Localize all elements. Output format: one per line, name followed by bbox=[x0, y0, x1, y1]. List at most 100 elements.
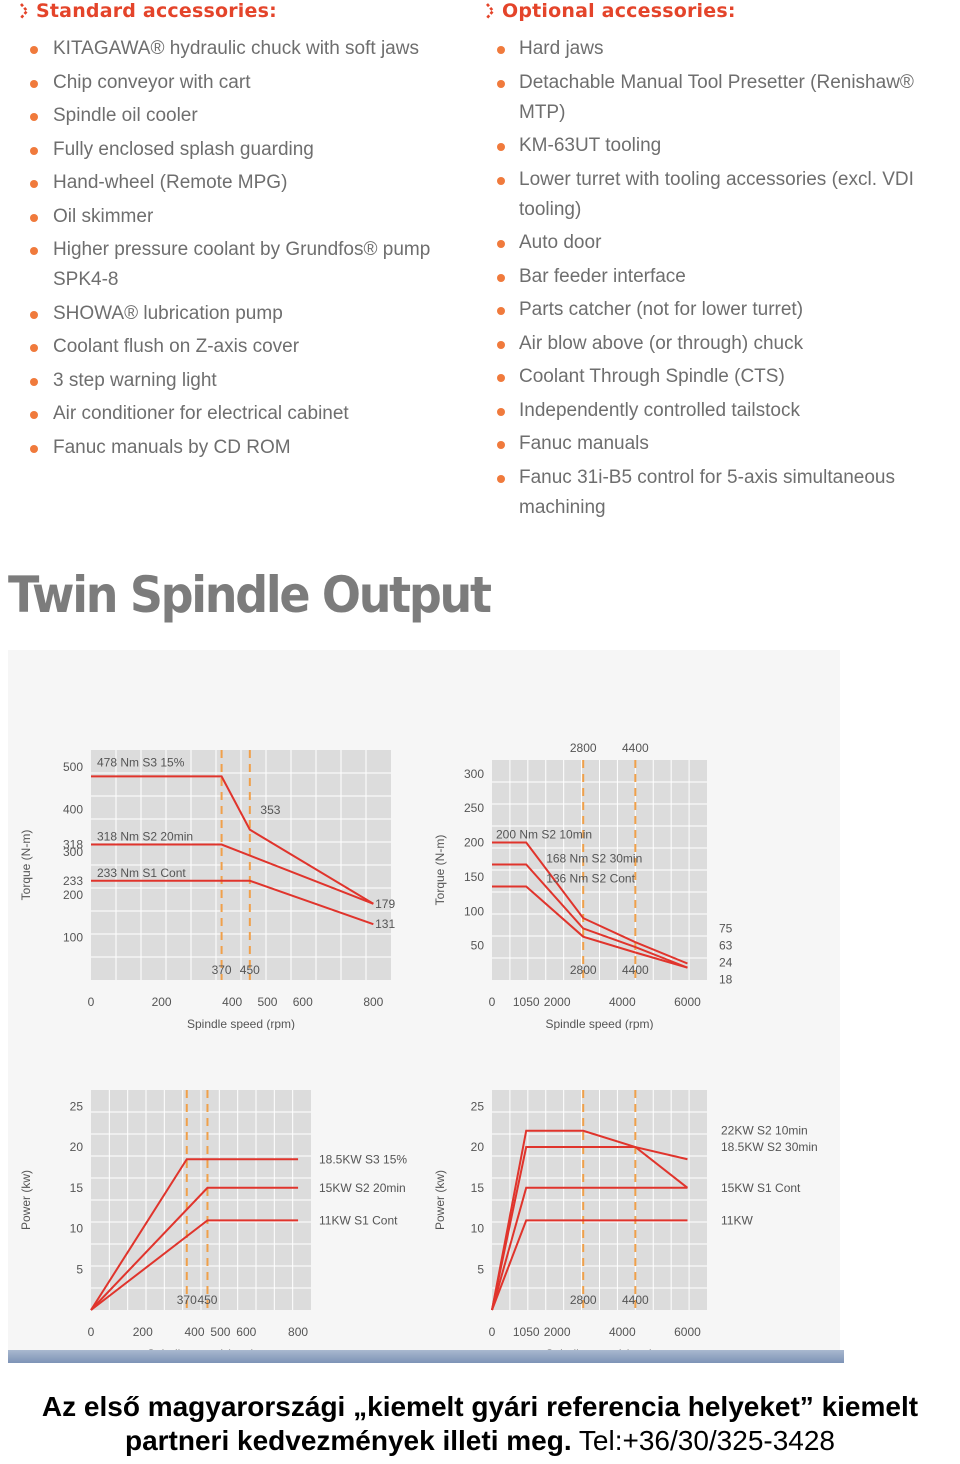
rpm-marker-label: 2800 bbox=[570, 1293, 597, 1307]
standard-item-text: SPK4-8 bbox=[53, 269, 119, 290]
y-axis-label: Torque (N-m) bbox=[433, 835, 447, 906]
y-tick-label: 25 bbox=[70, 1099, 84, 1113]
series-label: 18.5KW S3 15% bbox=[319, 1152, 407, 1166]
y-axis-label: Power (kw) bbox=[19, 1170, 33, 1230]
optional-item-text: Parts catcher (not for lower turret) bbox=[519, 299, 804, 320]
optional-heading-text: Optional accessories: bbox=[502, 0, 736, 22]
series-label: 478 Nm S3 15% bbox=[97, 755, 185, 769]
series-line bbox=[491, 1129, 688, 1311]
standard-list: KITAGAWA® hydraulic chuck with soft jaws… bbox=[18, 34, 458, 463]
standard-item-text: SHOWA® lubrication pump bbox=[53, 302, 283, 324]
standard-item: Spindle oil cooler bbox=[18, 101, 458, 131]
x-tick-label: 0 bbox=[489, 1325, 496, 1339]
rpm-marker-label: 4400 bbox=[622, 741, 649, 755]
x-tick-label: 0 bbox=[489, 995, 496, 1009]
bullet-icon bbox=[30, 113, 38, 121]
bullet-icon bbox=[497, 474, 505, 483]
y-tick-label: 15 bbox=[70, 1181, 84, 1195]
standard-item: SHOWA® lubrication pump bbox=[18, 299, 458, 329]
annotation-label: 179 bbox=[375, 897, 395, 911]
y-tick-label: 15 bbox=[471, 1181, 485, 1195]
x-tick-label: 2000 bbox=[544, 995, 571, 1009]
y-tick-label: 300 bbox=[464, 767, 484, 781]
y-tick-label: 10 bbox=[471, 1222, 485, 1236]
standard-item-text: Spindle oil cooler bbox=[53, 105, 198, 126]
series-line bbox=[90, 1219, 299, 1311]
optional-item: Hard jaws bbox=[484, 34, 944, 64]
bullet-icon bbox=[30, 46, 38, 54]
power-chart-right: 0 1050 2000 4000 6000 5 10 15 20 25 Spindle speed … bbox=[433, 1090, 818, 1350]
y-tick-label: 150 bbox=[464, 870, 484, 884]
annotation-label: 131 bbox=[375, 917, 395, 931]
x-tick-label: 4000 bbox=[609, 1325, 636, 1339]
series-line bbox=[91, 879, 374, 926]
bullet-icon bbox=[30, 411, 38, 419]
standard-item-text: Hand-wheel (Remote MPG) bbox=[53, 172, 288, 193]
series-label: 11KW S1 Cont bbox=[319, 1213, 398, 1227]
standard-item-text: Air conditioner for electrical cabinet bbox=[53, 403, 349, 424]
standard-item: KITAGAWA® hydraulic chuck with soft jaws bbox=[18, 34, 458, 64]
standard-item: Fully enclosed splash guarding bbox=[18, 135, 458, 165]
optional-item: Coolant Through Spindle (CTS) bbox=[484, 362, 944, 392]
x-tick-label: 1050 bbox=[513, 1325, 540, 1339]
standard-item-text: Chip conveyor with cart bbox=[53, 71, 251, 93]
optional-item: Parts catcher (not for lower turret) bbox=[484, 295, 944, 325]
footer-line-1: Az első magyarországi „kiemelt gyári ref… bbox=[41, 1391, 919, 1422]
x-axis-label: Spindle speed (rpm) bbox=[147, 1347, 255, 1350]
bullet-icon bbox=[497, 46, 505, 54]
series-label: 22KW S2 10min bbox=[721, 1124, 808, 1138]
rpm-marker-label: 450 bbox=[240, 963, 260, 977]
torque-chart-right: 0 1050 2000 4000 6000 50 100 150 200 250 300 Spindl… bbox=[433, 741, 733, 1030]
x-tick-label: 200 bbox=[133, 1325, 153, 1339]
series-line bbox=[491, 1146, 689, 1311]
series-line bbox=[90, 1158, 299, 1311]
right-value-label: 24 bbox=[719, 955, 733, 969]
right-value-label: 75 bbox=[719, 921, 733, 935]
optional-item-text: Independently controlled tailstock bbox=[519, 399, 800, 421]
annotation-label: 353 bbox=[260, 803, 280, 817]
x-tick-label: 0 bbox=[88, 1325, 95, 1339]
standard-item-text: Fanuc manuals by CD ROM bbox=[53, 436, 291, 458]
bullet-icon bbox=[30, 444, 38, 453]
standard-heading-text: Standard accessories: bbox=[36, 0, 277, 22]
x-tick-label: 600 bbox=[236, 1325, 256, 1339]
bullet-icon bbox=[30, 213, 38, 222]
right-value-label: 63 bbox=[719, 938, 733, 952]
bullet-icon bbox=[30, 377, 38, 386]
bullet-icon bbox=[30, 180, 38, 188]
optional-item: KM-63UT tooling bbox=[484, 131, 944, 161]
series-line bbox=[492, 841, 688, 965]
charts-panel: 0 200 400 500 600 800 100 200 233 300 318 400 500 Spi… bbox=[8, 650, 840, 1350]
x-tick-label: 200 bbox=[152, 995, 172, 1009]
rpm-marker-label: 450 bbox=[197, 1293, 217, 1307]
optional-item-text: Lower turret with tooling accessories (e… bbox=[519, 168, 914, 190]
series-label: 136 Nm S2 Cont bbox=[546, 872, 635, 886]
optional-item-text: KM-63UT tooling bbox=[519, 135, 662, 156]
y-tick-label: 250 bbox=[464, 801, 484, 815]
x-tick-label: 1050 bbox=[513, 995, 540, 1009]
standard-item: Coolant flush on Z-axis cover bbox=[18, 332, 458, 362]
optional-item-text: Fanuc manuals bbox=[519, 433, 649, 454]
x-tick-label: 500 bbox=[210, 1325, 230, 1339]
bullet-icon bbox=[30, 310, 38, 319]
rpm-marker-label: 4400 bbox=[622, 963, 649, 977]
bullet-icon bbox=[30, 247, 38, 255]
optional-list: Hard jaws Detachable Manual Tool Presette… bbox=[484, 34, 944, 523]
series-line bbox=[91, 843, 374, 905]
bullet-icon bbox=[497, 176, 505, 185]
optional-item-text: Fanuc 31i-B5 control for 5-axis simultan… bbox=[519, 466, 895, 488]
optional-item-text: tooling) bbox=[519, 198, 582, 220]
bullet-icon bbox=[497, 273, 505, 282]
chevron-right-icon bbox=[486, 3, 495, 19]
x-axis-label: Spindle speed (rpm) bbox=[545, 1017, 653, 1030]
optional-item-text: Hard jaws bbox=[519, 38, 604, 59]
series-line bbox=[90, 1186, 299, 1311]
optional-item: Air blow above (or through) chuck bbox=[484, 329, 944, 359]
bullet-icon bbox=[497, 374, 505, 382]
y-tick-label: 20 bbox=[471, 1140, 485, 1154]
bullet-icon bbox=[30, 79, 38, 88]
x-tick-label: 400 bbox=[185, 1325, 205, 1339]
series-label: 15KW S1 Cont bbox=[721, 1181, 801, 1195]
standard-item: Oil skimmer bbox=[18, 202, 458, 232]
rpm-marker-label: 2800 bbox=[570, 741, 597, 755]
